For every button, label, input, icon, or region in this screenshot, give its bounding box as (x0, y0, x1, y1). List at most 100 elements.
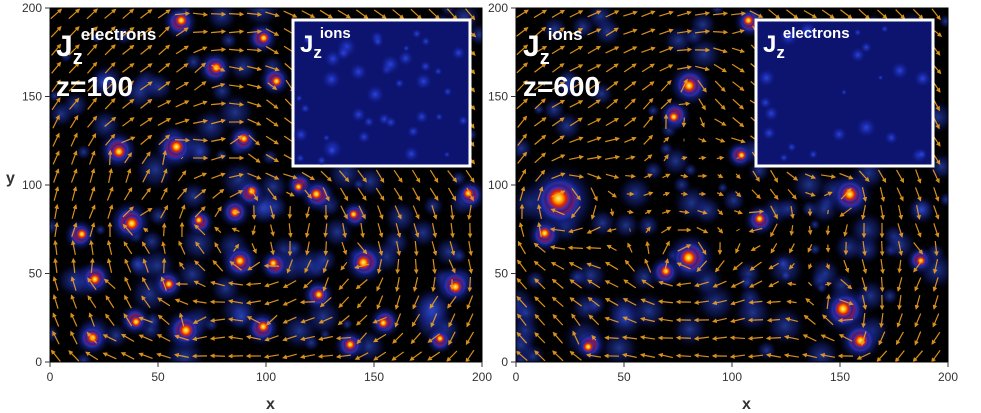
field-arrow (318, 316, 333, 324)
field-arrow (227, 317, 244, 322)
field-arrow (826, 293, 831, 310)
field-arrow (214, 226, 222, 234)
field-arrow (265, 172, 280, 180)
field-patch (645, 103, 661, 118)
field-arrow (732, 29, 745, 35)
field-arrow (395, 277, 400, 293)
field-patch (763, 304, 807, 347)
field-arrow (819, 352, 835, 358)
field-arrow (319, 296, 332, 308)
inset-spot (316, 155, 327, 166)
field-arrow (88, 312, 95, 327)
current-peak (447, 278, 464, 296)
field-arrow (571, 313, 581, 327)
inset-spot (797, 20, 818, 40)
field-arrow (676, 47, 693, 53)
field-arrow (305, 206, 310, 219)
field-arrow (228, 102, 245, 107)
field-arrow (317, 353, 334, 359)
field-arrow (139, 81, 153, 91)
field-patch (775, 195, 802, 222)
field-arrow (450, 222, 455, 239)
field-arrow (246, 11, 263, 17)
field-arrow (120, 333, 135, 342)
field-arrow (87, 132, 97, 147)
field-arrow (194, 260, 206, 272)
field-arrow (933, 240, 939, 257)
field-arrow (534, 313, 546, 326)
field-arrow (357, 242, 368, 255)
field-arrow (122, 44, 135, 55)
field-arrow (549, 227, 566, 232)
field-arrow (174, 298, 189, 305)
field-arrow (138, 316, 153, 323)
field-arrow (340, 205, 348, 220)
field-arrow (697, 241, 707, 255)
field-arrow (157, 314, 170, 325)
field-arrow (412, 295, 420, 310)
field-arrow (106, 186, 114, 201)
field-arrow (679, 209, 690, 215)
field-arrow (229, 66, 245, 71)
field-arrow (605, 136, 620, 143)
field-arrow (466, 295, 474, 310)
y-tick-label: 200 (22, 1, 42, 15)
field-arrow (227, 335, 244, 340)
x-tick-label: 200 (472, 370, 492, 384)
field-arrow (360, 222, 365, 239)
field-arrow (210, 47, 227, 53)
field-arrow (175, 27, 189, 37)
field-arrow (731, 47, 746, 54)
field-arrow (427, 333, 440, 343)
field-arrow (641, 81, 655, 91)
field-arrow (70, 312, 78, 327)
field-arrow (174, 137, 191, 143)
field-arrow (177, 187, 188, 200)
field-arrow (879, 240, 885, 257)
field-arrow (160, 187, 168, 200)
field-arrow (138, 352, 153, 360)
field-arrow (587, 99, 601, 109)
axes-left: 0 50 100 150 200 0 50 100 150 200 (22, 1, 492, 384)
field-patch (94, 223, 107, 237)
field-arrow (322, 259, 329, 274)
field-arrow (789, 243, 795, 254)
field-arrow (789, 225, 795, 237)
inset-spot (293, 126, 310, 143)
field-arrow (770, 169, 779, 183)
field-arrow (550, 208, 565, 216)
field-arrow (694, 11, 711, 16)
field-arrow (120, 352, 135, 360)
field-arrow (569, 136, 584, 143)
field-arrow (568, 227, 583, 234)
current-peak (741, 13, 756, 28)
field-arrow (896, 169, 905, 184)
field-arrow (123, 241, 133, 255)
field-arrow (180, 156, 184, 160)
field-patch (142, 71, 175, 103)
label-base: J (763, 31, 776, 58)
field-arrow (319, 9, 333, 19)
field-arrow (730, 299, 745, 306)
field-arrow (193, 280, 206, 288)
label-base: J (56, 30, 73, 63)
field-arrow (413, 258, 419, 275)
inset-spot (434, 112, 444, 122)
field-arrow (805, 298, 815, 306)
field-arrow (552, 63, 565, 73)
field-arrow (585, 353, 602, 358)
field-arrow (533, 242, 546, 253)
field-arrow (104, 26, 116, 38)
field-arrow (609, 208, 615, 217)
field-arrow (713, 47, 728, 54)
field-arrow (752, 170, 760, 183)
field-arrow (677, 65, 693, 70)
field-arrow (448, 331, 456, 346)
field-arrow (534, 98, 546, 110)
field-arrow (104, 98, 116, 110)
field-arrow (68, 26, 80, 38)
field-arrow (228, 84, 245, 89)
field-arrow (517, 115, 528, 128)
field-arrow (897, 205, 904, 221)
field-arrow (282, 298, 297, 306)
